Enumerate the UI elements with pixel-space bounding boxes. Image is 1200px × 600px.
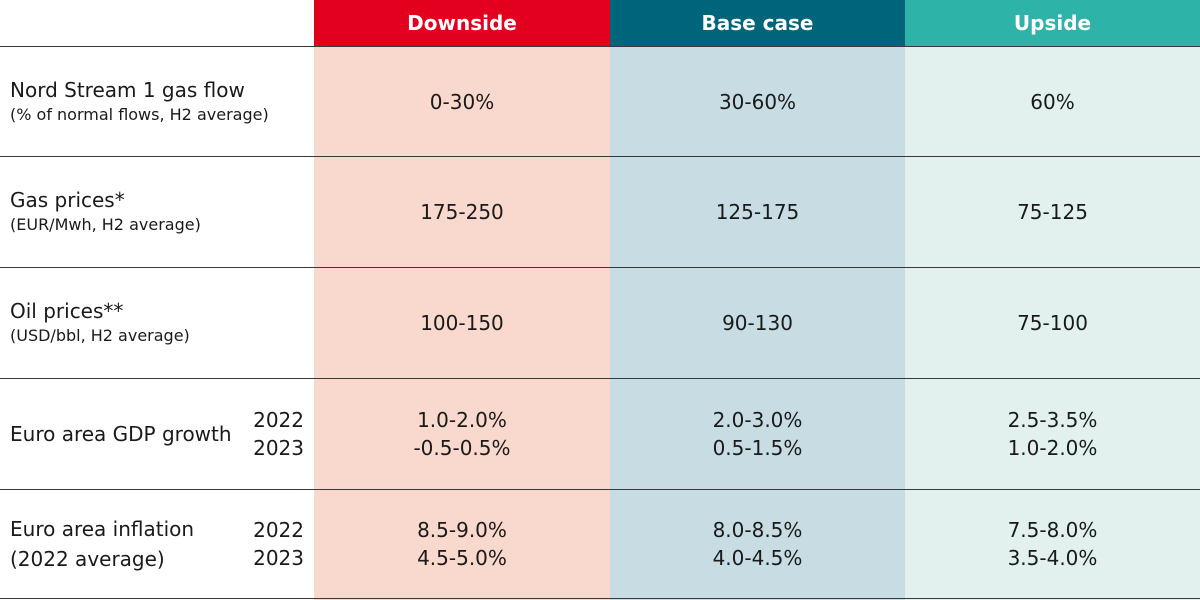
year-label: 2022 (253, 408, 304, 432)
row-divider (0, 489, 1200, 490)
value-line: -0.5-0.5% (413, 436, 511, 460)
row-label: Oil prices** (USD/bbl, H2 average) (10, 268, 190, 378)
base-case-column-bg (610, 46, 905, 600)
value-line: 2.0-3.0% (712, 408, 803, 432)
value-downside: 100-150 (420, 311, 504, 335)
row-label-sub: (% of normal flows, H2 average) (10, 104, 269, 124)
value-downside: 0-30% (429, 89, 495, 114)
value-line: 1.0-2.0% (417, 408, 507, 432)
row-label: Gas prices* (EUR/Mwh, H2 average) (10, 157, 201, 267)
value-upside: 7.5-8.0% 3.5-4.0% (905, 490, 1200, 598)
downside-column-bg (314, 46, 610, 600)
value-base-case: 30-60% (718, 89, 797, 114)
value-line: 4.0-4.5% (712, 546, 803, 570)
value-line: 3.5-4.0% (1007, 546, 1098, 570)
row-nord-stream: Nord Stream 1 gas flow (% of normal flow… (0, 47, 1200, 156)
value-line: 8.0-8.5% (712, 518, 803, 542)
value-base-case: 8.0-8.5% 4.0-4.5% (610, 490, 905, 598)
value-downside: 8.5-9.0% 4.5-5.0% (314, 490, 610, 598)
row-divider (0, 156, 1200, 157)
header-upside: Upside (905, 0, 1200, 46)
year-labels: 2022 2023 (253, 490, 304, 598)
row-label-main: Nord Stream 1 gas flow (10, 77, 245, 102)
value-line: 7.5-8.0% (1007, 518, 1098, 542)
value-base-case: 125-175 (715, 200, 800, 224)
value-upside: 75-100 (1017, 311, 1088, 335)
row-gas-prices: Gas prices* (EUR/Mwh, H2 average) 175-25… (0, 157, 1200, 267)
value-downside: 1.0-2.0% -0.5-0.5% (314, 379, 610, 489)
row-label-second-line: (2022 average) (10, 547, 165, 571)
row-divider (0, 598, 1200, 599)
year-labels: 2022 2023 (253, 379, 304, 489)
header-downside: Downside (314, 0, 610, 46)
row-label-main: Euro area inflation (10, 517, 195, 541)
value-upside: 60% (1030, 89, 1075, 114)
value-line: 1.0-2.0% (1007, 436, 1098, 460)
row-divider (0, 378, 1200, 379)
value-base-case: 90-130 (722, 311, 793, 335)
row-label-sub: (USD/bbl, H2 average) (10, 326, 190, 345)
row-oil-prices: Oil prices** (USD/bbl, H2 average) 100-1… (0, 268, 1200, 378)
row-label-sub: (EUR/Mwh, H2 average) (10, 215, 201, 234)
row-label-main: Oil prices** (10, 299, 124, 323)
row-label: Euro area inflation (2022 average) (10, 490, 194, 598)
header-base-case: Base case (610, 0, 905, 46)
upside-column-bg (905, 46, 1200, 600)
value-downside: 175-250 (420, 200, 504, 224)
row-label-main: Gas prices* (10, 188, 125, 212)
value-upside: 75-125 (1017, 200, 1088, 224)
year-label: 2023 (253, 436, 304, 460)
value-upside: 2.5-3.5% 1.0-2.0% (905, 379, 1200, 489)
value-line: 2.5-3.5% (1007, 408, 1098, 432)
year-label: 2023 (253, 546, 304, 570)
row-divider (0, 46, 1200, 47)
row-gdp-growth: Euro area GDP growth 2022 2023 1.0-2.0% … (0, 379, 1200, 489)
value-line: 0.5-1.5% (712, 436, 803, 460)
value-line: 4.5-5.0% (417, 546, 507, 570)
value-base-case: 2.0-3.0% 0.5-1.5% (610, 379, 905, 489)
row-divider (0, 267, 1200, 268)
row-inflation: Euro area inflation (2022 average) 2022 … (0, 490, 1200, 598)
row-label: Nord Stream 1 gas flow (% of normal flow… (10, 47, 269, 156)
year-label: 2022 (253, 518, 304, 542)
value-line: 8.5-9.0% (417, 518, 507, 542)
row-label: Euro area GDP growth (10, 379, 232, 489)
row-label-main: Euro area GDP growth (10, 422, 232, 446)
